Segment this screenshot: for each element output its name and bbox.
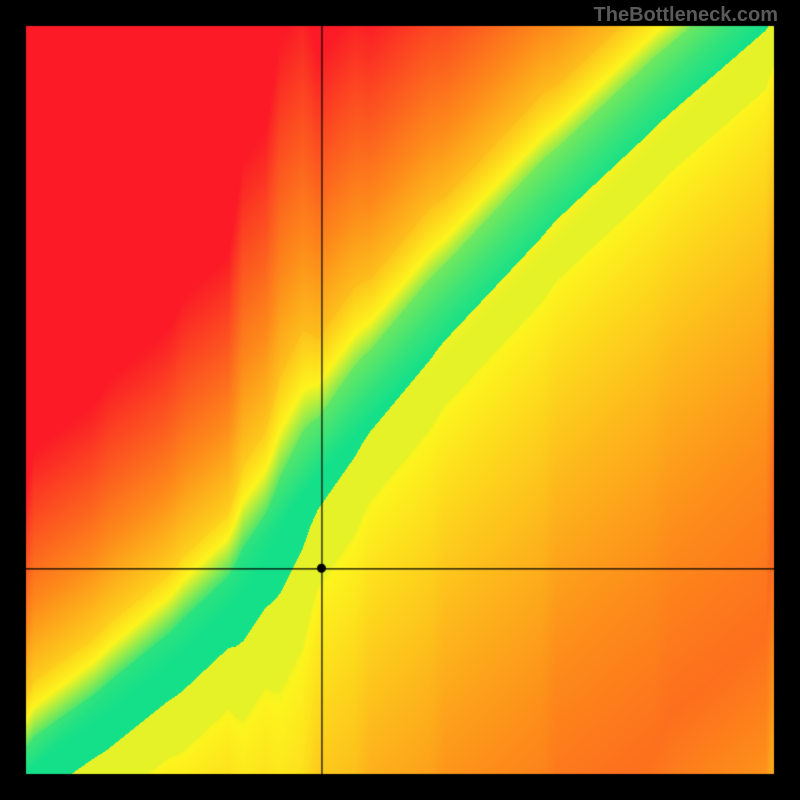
- heatmap-canvas: [0, 0, 800, 800]
- chart-container: TheBottleneck.com: [0, 0, 800, 800]
- watermark-text: TheBottleneck.com: [594, 4, 778, 27]
